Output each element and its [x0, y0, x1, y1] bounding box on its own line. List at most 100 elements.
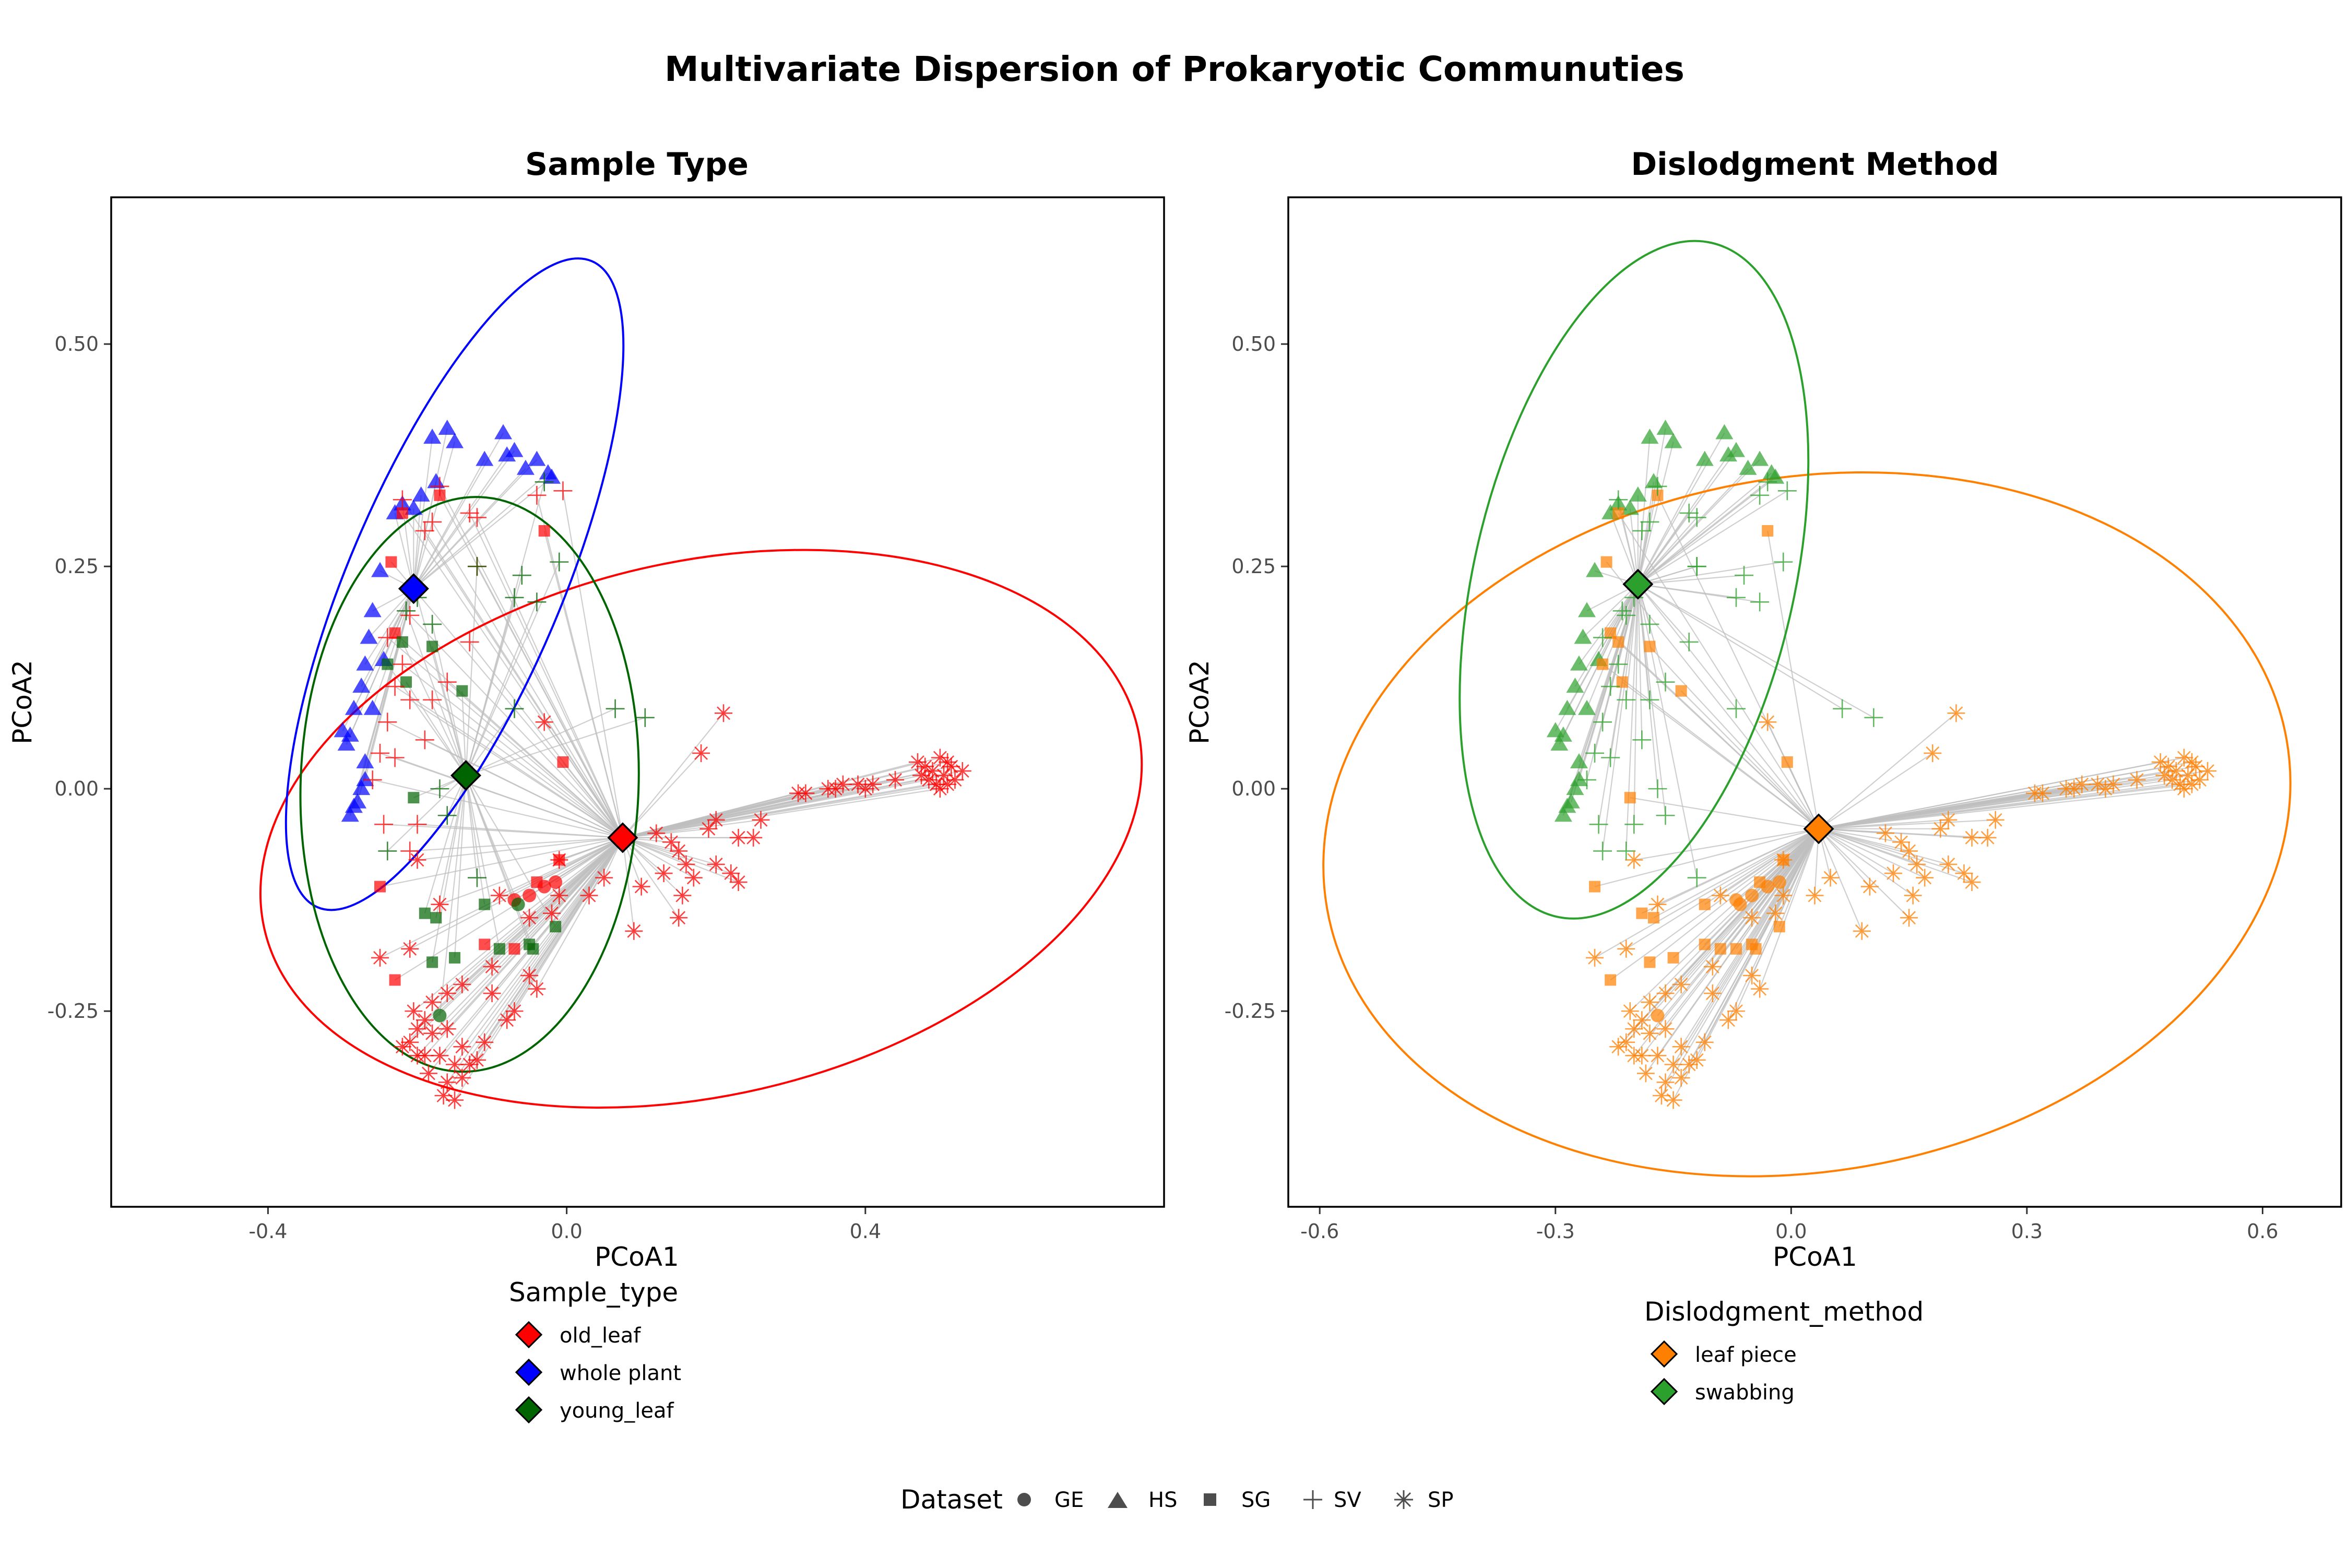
data-point-sv: [1640, 614, 1659, 634]
spoke-line: [1759, 828, 1820, 989]
data-point-sv: [400, 605, 420, 625]
data-point-sv: [1777, 481, 1797, 501]
spoke-line: [454, 775, 467, 958]
data-point-sp: [2187, 757, 2205, 776]
spoke-line: [364, 588, 414, 780]
data-point-sp: [2163, 771, 2181, 789]
data-point-hs: [360, 628, 378, 644]
data-point-hs: [341, 806, 359, 822]
data-point-hs: [363, 699, 382, 715]
x-tick-label: -0.6: [1300, 1220, 1339, 1243]
data-point-sp: [1986, 811, 2004, 829]
data-point-sv: [1609, 655, 1628, 674]
data-point-sg: [1612, 507, 1624, 519]
data-point-sp: [2089, 775, 2107, 793]
data-point-sp: [2179, 766, 2197, 785]
data-point-hs: [1629, 486, 1647, 502]
data-point-sp: [692, 744, 710, 762]
y-tick-label: -0.25: [48, 1000, 99, 1023]
data-point-sv: [1864, 708, 1883, 727]
data-point-sp: [1900, 909, 1918, 927]
plot-layer: [1322, 240, 2292, 1178]
data-point-sv: [1726, 588, 1746, 607]
data-point-sv: [363, 770, 382, 790]
data-point-sp: [1652, 1087, 1670, 1104]
spoke-line: [1649, 828, 1819, 1003]
data-point-sp: [1586, 948, 1604, 967]
data-point-sp: [931, 749, 949, 767]
panel-dislodgment-method: Dislodgment Method -0.6 -0.3 0.0 0.3 0.6…: [1184, 146, 2342, 1406]
spoke-line: [432, 699, 623, 838]
y-tick-label: 0.50: [1231, 332, 1276, 355]
data-point-sp: [408, 1047, 426, 1065]
spoke-line: [622, 837, 739, 883]
data-point-sv: [430, 779, 449, 799]
spoke-line: [1653, 828, 1819, 919]
spoke-line: [1638, 584, 1760, 603]
legend-item-leaf-piece: leaf piece: [1650, 1340, 1797, 1368]
data-point-sg: [1730, 943, 1742, 955]
legend-item-sg: SG: [1204, 1488, 1271, 1512]
data-point-sg: [396, 507, 408, 519]
data-point-hs: [363, 602, 382, 617]
data-point-hs: [1641, 429, 1659, 444]
data-point-sp: [707, 855, 725, 873]
data-point-sp: [2183, 775, 2201, 793]
data-point-sp: [662, 833, 680, 851]
legend-item-sv: SV: [1303, 1488, 1361, 1512]
data-point-hs: [1566, 780, 1584, 795]
data-point-sg: [1750, 943, 1762, 955]
data-point-sp: [1719, 1011, 1737, 1029]
data-point-sg: [1644, 956, 1656, 968]
spoke-line: [1704, 828, 1819, 1043]
spoke-line: [349, 588, 414, 816]
data-point-sg: [374, 881, 386, 893]
data-point-sp: [942, 757, 960, 776]
legend-item-old-leaf: old_leaf: [515, 1321, 641, 1349]
data-point-sg: [1675, 685, 1687, 697]
spoke-line: [1630, 797, 1819, 829]
data-point-sg: [449, 952, 461, 964]
data-point-sp: [580, 886, 598, 905]
data-point-sv: [467, 508, 487, 527]
data-point-sp: [1672, 1068, 1690, 1087]
data-point-sp: [1641, 993, 1659, 1012]
x-tick-label: 0.6: [2247, 1220, 2278, 1243]
spoke-line: [387, 775, 467, 852]
legend-item-young-leaf: young_leaf: [515, 1396, 674, 1424]
x-axis-dislodgment-method: -0.6 -0.3 0.0 0.3 0.6: [1300, 1220, 2279, 1243]
data-point-sv: [437, 806, 457, 825]
data-point-ge: [1761, 880, 1775, 894]
data-point-hs: [1751, 450, 1769, 466]
data-point-sv: [1656, 806, 1675, 825]
spoke-line: [1751, 828, 1820, 976]
data-point-ge: [433, 1008, 447, 1023]
spoke-line: [1601, 584, 1639, 851]
data-point-sv: [1833, 699, 1852, 718]
data-point-sp: [1636, 1064, 1655, 1083]
tick-marks: [104, 343, 867, 1214]
data-point-sv: [1648, 779, 1667, 799]
data-point-sg: [400, 676, 412, 688]
data-point-sv: [1589, 815, 1608, 834]
data-point-sp: [834, 775, 852, 793]
data-point-sv: [1648, 477, 1667, 496]
spoke-line: [1720, 828, 1819, 896]
data-point-hs: [352, 780, 371, 795]
data-point-sv: [550, 552, 569, 572]
data-point-sp: [2155, 766, 2174, 785]
data-point-sv: [1577, 770, 1596, 790]
spoke-line: [417, 824, 623, 838]
data-point-sp: [1641, 1024, 1659, 1042]
spoke-line: [409, 837, 623, 949]
spoke-line: [439, 775, 467, 1016]
data-point-sp: [483, 957, 501, 976]
spoke-line: [446, 837, 623, 1029]
data-point-sg: [382, 658, 394, 670]
spoke-line: [1637, 482, 1655, 585]
data-point-sp: [1955, 864, 1973, 883]
data-point-hs: [1558, 699, 1576, 715]
data-point-sg: [1714, 943, 1726, 955]
spoke-line: [413, 468, 526, 589]
data-point-sp: [1908, 855, 1926, 873]
